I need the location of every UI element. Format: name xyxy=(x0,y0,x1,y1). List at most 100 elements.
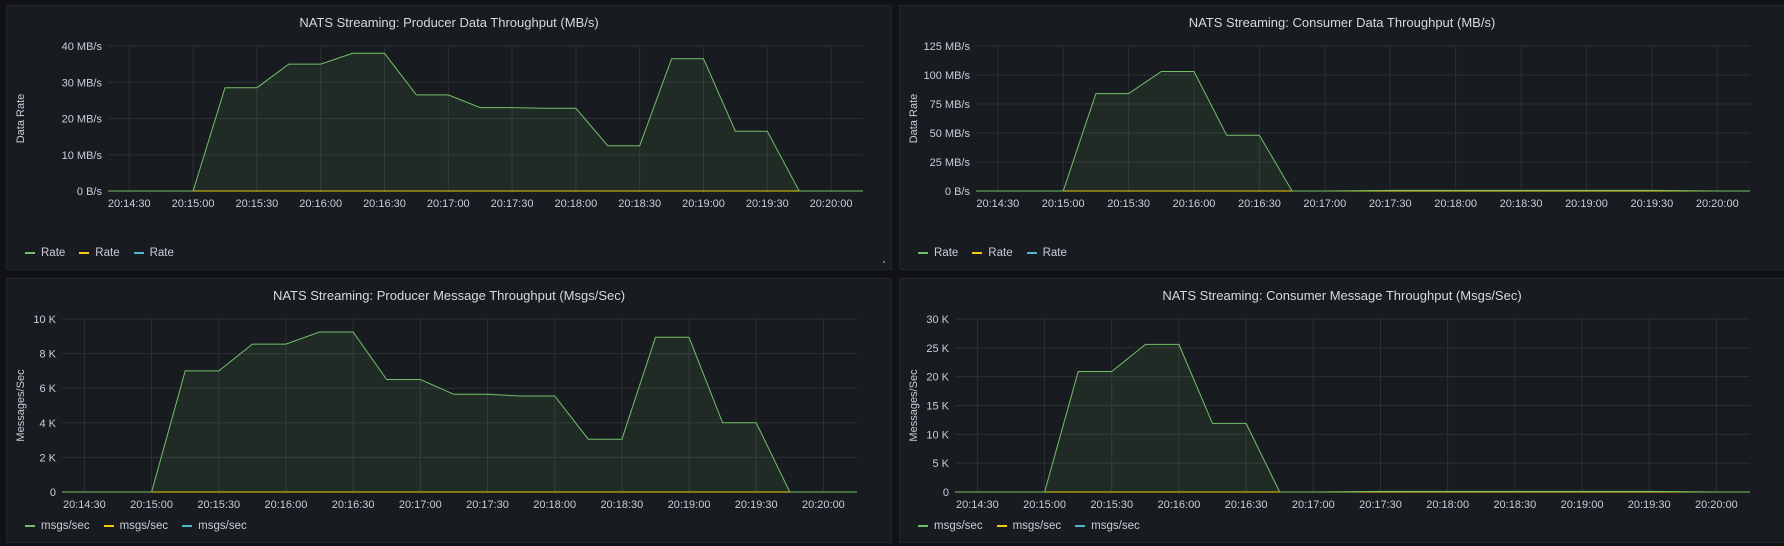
x-tick-label: 20:16:30 xyxy=(363,198,406,210)
panel-producer-messages[interactable]: NATS Streaming: Producer Message Through… xyxy=(6,278,892,543)
y-tick-label: 10 K xyxy=(33,314,56,326)
legend-swatch xyxy=(79,252,90,254)
panel-title: NATS Streaming: Consumer Data Throughput… xyxy=(1188,15,1496,30)
y-tick-label: 0 xyxy=(50,487,56,499)
y-tick-label: 30 K xyxy=(926,314,949,326)
series-area xyxy=(62,332,857,492)
y-tick-label: 5 K xyxy=(932,458,949,470)
x-tick-label: 20:16:30 xyxy=(1238,198,1281,210)
legend-label: Rate xyxy=(1042,247,1067,259)
x-tick-label: 20:17:30 xyxy=(1369,198,1412,210)
y-tick-label: 25 MB/s xyxy=(930,157,971,169)
y-axis-label: Messages/Sec xyxy=(15,369,27,442)
x-tick-label: 20:19:30 xyxy=(735,499,778,511)
y-tick-label: 8 K xyxy=(39,349,56,361)
x-tick-label: 20:15:00 xyxy=(1042,198,1085,210)
x-tick-label: 20:14:30 xyxy=(108,198,151,210)
y-tick-label: 25 K xyxy=(926,343,949,355)
x-tick-label: 20:17:30 xyxy=(466,499,509,511)
legend-item[interactable]: Rate xyxy=(918,247,958,259)
x-tick-label: 20:14:30 xyxy=(956,499,999,511)
y-tick-label: 10 K xyxy=(926,429,949,441)
legend-swatch xyxy=(182,525,193,527)
panel-title: NATS Streaming: Producer Message Through… xyxy=(272,288,626,303)
x-tick-label: 20:19:00 xyxy=(1561,499,1604,511)
y-axis-label: Messages/Sec xyxy=(908,369,920,442)
y-axis-label: Data Rate xyxy=(15,94,27,144)
legend-label: msgs/sec xyxy=(934,520,983,532)
x-tick-label: 20:17:00 xyxy=(1292,499,1335,511)
y-tick-label: 15 K xyxy=(926,401,949,413)
legend-item[interactable]: Rate xyxy=(25,247,65,259)
legend-swatch xyxy=(25,252,35,254)
x-tick-label: 20:16:30 xyxy=(332,499,375,511)
x-tick-label: 20:15:00 xyxy=(172,198,215,210)
x-tick-label: 20:15:30 xyxy=(1090,499,1133,511)
x-tick-label: 20:16:00 xyxy=(1173,198,1216,210)
legend-item[interactable]: Rate xyxy=(79,247,120,259)
panel-title: NATS Streaming: Consumer Message Through… xyxy=(1162,288,1522,303)
legend-label: Rate xyxy=(988,247,1013,259)
y-tick-label: 20 MB/s xyxy=(62,114,103,126)
legend-label: msgs/sec xyxy=(198,520,247,532)
x-tick-label: 20:19:30 xyxy=(1628,499,1671,511)
x-tick-label: 20:15:00 xyxy=(130,499,173,511)
x-tick-label: 20:19:00 xyxy=(668,499,711,511)
legend-label: Rate xyxy=(934,247,959,259)
legend-item[interactable]: Rate xyxy=(133,247,174,259)
legend-label: msgs/sec xyxy=(41,520,90,532)
y-tick-label: 0 B/s xyxy=(945,186,971,198)
panel-consumer-data[interactable]: NATS Streaming: Consumer Data Throughput… xyxy=(899,5,1784,270)
legend-item[interactable]: Rate xyxy=(1026,247,1067,259)
legend-item[interactable]: msgs/sec xyxy=(25,520,90,532)
legend-swatch xyxy=(25,525,35,527)
series-area xyxy=(108,53,863,191)
x-tick-label: 20:15:30 xyxy=(235,198,278,210)
y-tick-label: 20 K xyxy=(926,372,949,384)
y-tick-label: 30 MB/s xyxy=(62,77,103,89)
y-tick-label: 50 MB/s xyxy=(930,128,971,140)
legend-item[interactable]: msgs/sec xyxy=(918,520,983,532)
x-tick-label: 20:18:00 xyxy=(1426,499,1469,511)
series-area xyxy=(976,71,1750,191)
x-tick-label: 20:20:00 xyxy=(1696,198,1739,210)
panel-producer-data[interactable]: NATS Streaming: Producer Data Throughput… xyxy=(6,5,892,270)
panel-consumer-messages[interactable]: NATS Streaming: Consumer Message Through… xyxy=(899,278,1784,543)
legend: msgs/sec msgs/sec msgs/sec xyxy=(918,520,1140,532)
chart-producer-messages: 0 2 K 4 K 6 K 8 K 10 K 20:14:30 20:15:00 20:15:3… xyxy=(15,314,857,511)
series-line xyxy=(108,52,863,192)
x-tick-label: 20:18:30 xyxy=(1500,198,1543,210)
resize-handle[interactable] xyxy=(883,261,885,263)
series-line xyxy=(955,343,1750,493)
x-tick-label: 20:17:00 xyxy=(1303,198,1346,210)
x-tick-label: 20:18:00 xyxy=(554,198,597,210)
series-area xyxy=(955,344,1750,492)
legend-item[interactable]: msgs/sec xyxy=(182,520,247,532)
legend-item[interactable]: msgs/sec xyxy=(1075,520,1140,532)
y-tick-label: 75 MB/s xyxy=(930,99,971,111)
x-tick-label: 20:17:30 xyxy=(1359,499,1402,511)
x-tick-label: 20:15:30 xyxy=(197,499,240,511)
y-tick-label: 40 MB/s xyxy=(62,41,103,53)
x-tick-label: 20:17:00 xyxy=(427,198,470,210)
y-tick-label: 100 MB/s xyxy=(924,70,971,82)
x-tick-label: 20:18:30 xyxy=(600,499,643,511)
y-tick-label: 10 MB/s xyxy=(62,150,103,162)
y-tick-label: 0 xyxy=(943,487,949,499)
x-tick-label: 20:20:00 xyxy=(1695,499,1738,511)
legend-label: Rate xyxy=(41,247,66,259)
x-tick-label: 20:18:30 xyxy=(1493,499,1536,511)
legend-item[interactable]: msgs/sec xyxy=(103,520,168,532)
x-tick-label: 20:16:30 xyxy=(1225,499,1268,511)
legend-label: Rate xyxy=(95,247,120,259)
x-tick-label: 20:19:00 xyxy=(682,198,725,210)
legend: Rate Rate Rate xyxy=(25,247,174,259)
legend-item[interactable]: Rate xyxy=(972,247,1013,259)
series-line xyxy=(976,71,1750,192)
y-tick-label: 4 K xyxy=(39,418,56,430)
chart-producer-data: 0 B/s 10 MB/s 20 MB/s 30 MB/s 40 MB/s 20:14:3… xyxy=(15,41,863,210)
y-tick-label: 2 K xyxy=(39,452,56,464)
legend-swatch xyxy=(1026,252,1037,254)
legend-item[interactable]: msgs/sec xyxy=(996,520,1061,532)
x-tick-label: 20:19:30 xyxy=(746,198,789,210)
